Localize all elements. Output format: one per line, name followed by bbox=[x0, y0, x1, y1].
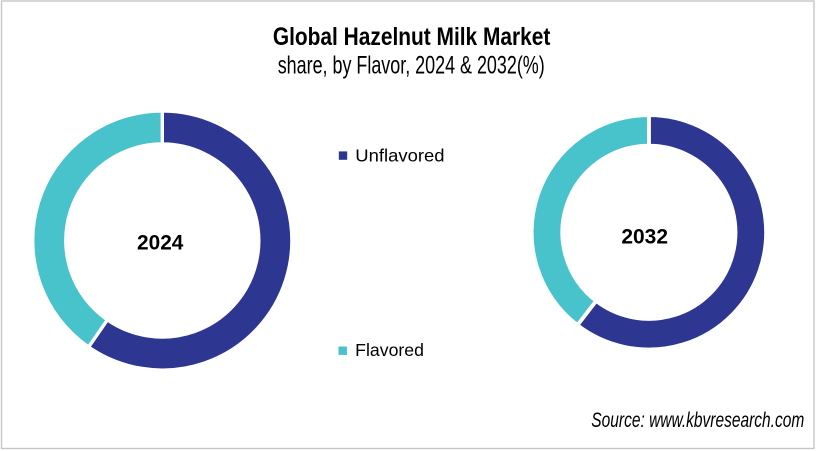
svg-text:2024: 2024 bbox=[137, 231, 183, 255]
svg-text:Global Hazelnut Milk Market: Global Hazelnut Milk Market bbox=[273, 23, 551, 51]
svg-text:Flavored: Flavored bbox=[355, 340, 424, 360]
svg-text:Unflavored: Unflavored bbox=[355, 146, 444, 166]
svg-text:2032: 2032 bbox=[621, 225, 668, 249]
svg-text:share, by Flavor, 2024 & 2032(: share, by Flavor, 2024 & 2032(%) bbox=[278, 50, 545, 78]
svg-text:Source: www.kbvresearch.com: Source: www.kbvresearch.com bbox=[591, 409, 804, 432]
